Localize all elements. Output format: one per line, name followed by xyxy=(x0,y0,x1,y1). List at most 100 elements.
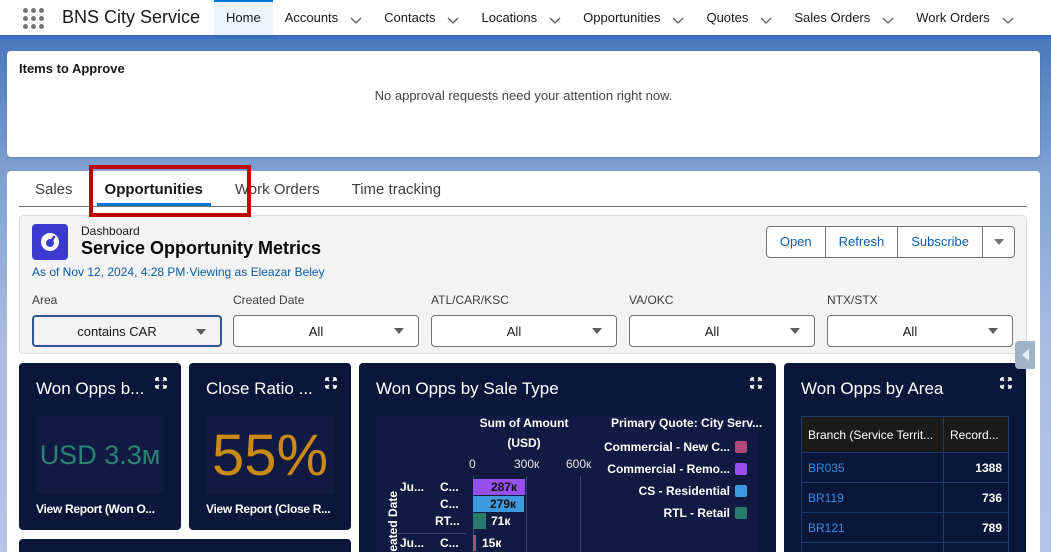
row-category-label: RT... xyxy=(435,514,460,528)
filter-va-okc-select[interactable]: All xyxy=(629,315,815,347)
dashboard-header: Dashboard Service Opportunity Metrics As… xyxy=(19,215,1027,354)
filter-ntx-stx: NTX/STX All xyxy=(827,293,1013,347)
bar[interactable] xyxy=(473,535,476,551)
widget-area-table: Won Opps by Area Branch (Service Territ.… xyxy=(784,363,1026,552)
bar-chart: Sum of Amount (USD) 0 300к 600к Created … xyxy=(376,416,762,552)
view-report-link[interactable]: View Report (Won O... xyxy=(36,502,155,516)
gridline xyxy=(580,476,581,552)
caret-down-icon xyxy=(790,328,800,334)
open-button[interactable]: Open xyxy=(767,227,826,257)
nav-item-work-orders[interactable]: Work Orders xyxy=(904,0,1023,35)
nav-label: Locations xyxy=(481,10,538,25)
nav-item-locations[interactable]: Locations xyxy=(469,0,571,35)
tab-opportunities[interactable]: Opportunities xyxy=(89,171,219,206)
metric-value-box[interactable]: 55% xyxy=(206,416,334,494)
tab-time-tracking[interactable]: Time tracking xyxy=(351,181,442,198)
filter-atl-car-ksc: ATL/CAR/KSC All xyxy=(431,293,617,347)
collapse-panel-handle[interactable] xyxy=(1015,341,1035,369)
filter-value: All xyxy=(506,323,522,339)
chevron-down-icon[interactable] xyxy=(760,13,772,24)
gridline xyxy=(526,476,527,552)
bar-value-label: 15к xyxy=(482,536,502,550)
global-nav: BNS City Service Home Accounts Contacts … xyxy=(0,0,1051,35)
subscribe-button[interactable]: Subscribe xyxy=(898,227,983,257)
bar[interactable] xyxy=(473,479,525,495)
table-row: BR035 1388 xyxy=(801,452,1009,483)
table-row: BR121 789 xyxy=(801,512,1009,543)
filter-area-select[interactable]: contains CAR xyxy=(32,315,222,347)
filter-label: ATL/CAR/KSC xyxy=(431,293,509,307)
filter-created-date-select[interactable]: All xyxy=(233,315,419,347)
nav-label: Accounts xyxy=(284,10,339,25)
widget-title: Won Opps by Sale Type xyxy=(376,379,559,398)
tab-work-orders[interactable]: Work Orders xyxy=(234,181,320,198)
more-actions-button[interactable] xyxy=(983,227,1014,257)
row-category-label: C... xyxy=(440,536,459,550)
caret-down-icon xyxy=(988,328,998,334)
nav-label: Opportunities xyxy=(583,10,661,25)
column-header-record-count[interactable]: Record... xyxy=(943,416,1009,453)
widget-close-ratio: Close Ratio ... 55% View Report (Close R… xyxy=(189,363,351,530)
legend-item: CS - Residential xyxy=(638,484,730,498)
dashboard-filters: Area contains CAR Created Date All ATL/C… xyxy=(32,293,1025,347)
record-count: 736 xyxy=(943,482,1009,513)
branch-link[interactable]: BR035 xyxy=(801,452,944,483)
legend-item: Commercial - Remo... xyxy=(607,462,730,476)
chevron-down-icon[interactable] xyxy=(549,13,561,24)
nav-item-sales-orders[interactable]: Sales Orders xyxy=(782,0,904,35)
nav-item-accounts[interactable]: Accounts xyxy=(273,0,372,35)
branch-link[interactable]: BR119 xyxy=(801,482,944,513)
app-launcher-icon[interactable] xyxy=(23,7,47,29)
bar-value-label: 287к xyxy=(491,480,518,494)
chevron-down-icon[interactable] xyxy=(350,13,362,24)
bar[interactable] xyxy=(473,496,524,512)
filter-va-okc: VA/OKC All xyxy=(629,293,815,347)
tab-bar: Sales Opportunities Work Orders Time tra… xyxy=(19,171,1027,207)
tab-sales[interactable]: Sales xyxy=(35,181,73,198)
row-category-label: C... xyxy=(440,480,459,494)
x-tick: 600к xyxy=(566,457,592,471)
chevron-down-icon[interactable] xyxy=(1002,13,1014,24)
expand-icon[interactable] xyxy=(155,377,167,389)
column-header-branch[interactable]: Branch (Service Territ... xyxy=(801,416,944,453)
branch-link[interactable]: BR121 xyxy=(801,512,944,543)
record-count: 789 xyxy=(943,512,1009,543)
table-cell xyxy=(801,542,944,552)
filter-ntx-stx-select[interactable]: All xyxy=(827,315,1013,347)
widget-title: Won Opps by Area xyxy=(801,379,944,398)
metric-value: 55% xyxy=(211,422,329,488)
row-date-label: Ju... xyxy=(400,480,425,494)
y-axis-title: Created Date xyxy=(386,490,401,552)
expand-icon[interactable] xyxy=(750,377,762,389)
refresh-button[interactable]: Refresh xyxy=(826,227,899,257)
expand-icon[interactable] xyxy=(325,377,337,389)
view-report-link[interactable]: View Report (Close R... xyxy=(206,502,331,516)
chevron-down-icon[interactable] xyxy=(672,13,684,24)
widget-title: Won Opps b... xyxy=(36,379,145,398)
items-to-approve-card: Items to Approve No approval requests ne… xyxy=(7,51,1040,157)
legend-swatch xyxy=(735,463,747,475)
nav-item-opportunities[interactable]: Opportunities xyxy=(571,0,694,35)
filter-atl-car-ksc-select[interactable]: All xyxy=(431,315,617,347)
filter-created-date: Created Date All xyxy=(233,293,419,347)
filter-value: All xyxy=(902,323,918,339)
nav-item-contacts[interactable]: Contacts xyxy=(372,0,469,35)
expand-icon[interactable] xyxy=(1000,377,1012,389)
brand-bar xyxy=(0,35,1051,39)
record-count: 1388 xyxy=(943,452,1009,483)
widget-sale-type-chart: Won Opps by Sale Type Sum of Amount (USD… xyxy=(359,363,776,552)
x-axis-title-unit: (USD) xyxy=(507,436,541,450)
filter-label: Created Date xyxy=(233,293,305,307)
nav-label: Quotes xyxy=(706,10,749,25)
nav-item-quotes[interactable]: Quotes xyxy=(694,0,782,35)
bar[interactable] xyxy=(473,513,486,529)
table-row: BR119 736 xyxy=(801,482,1009,513)
chevron-down-icon[interactable] xyxy=(447,13,459,24)
nav-label: Home xyxy=(226,10,261,25)
nav-item-home[interactable]: Home xyxy=(214,0,273,35)
caret-down-icon xyxy=(394,328,404,334)
nav-label: Work Orders xyxy=(916,10,990,25)
x-axis-title: Sum of Amount xyxy=(479,416,569,430)
chevron-down-icon[interactable] xyxy=(882,13,894,24)
metric-value-box[interactable]: USD 3.3м xyxy=(36,416,164,494)
